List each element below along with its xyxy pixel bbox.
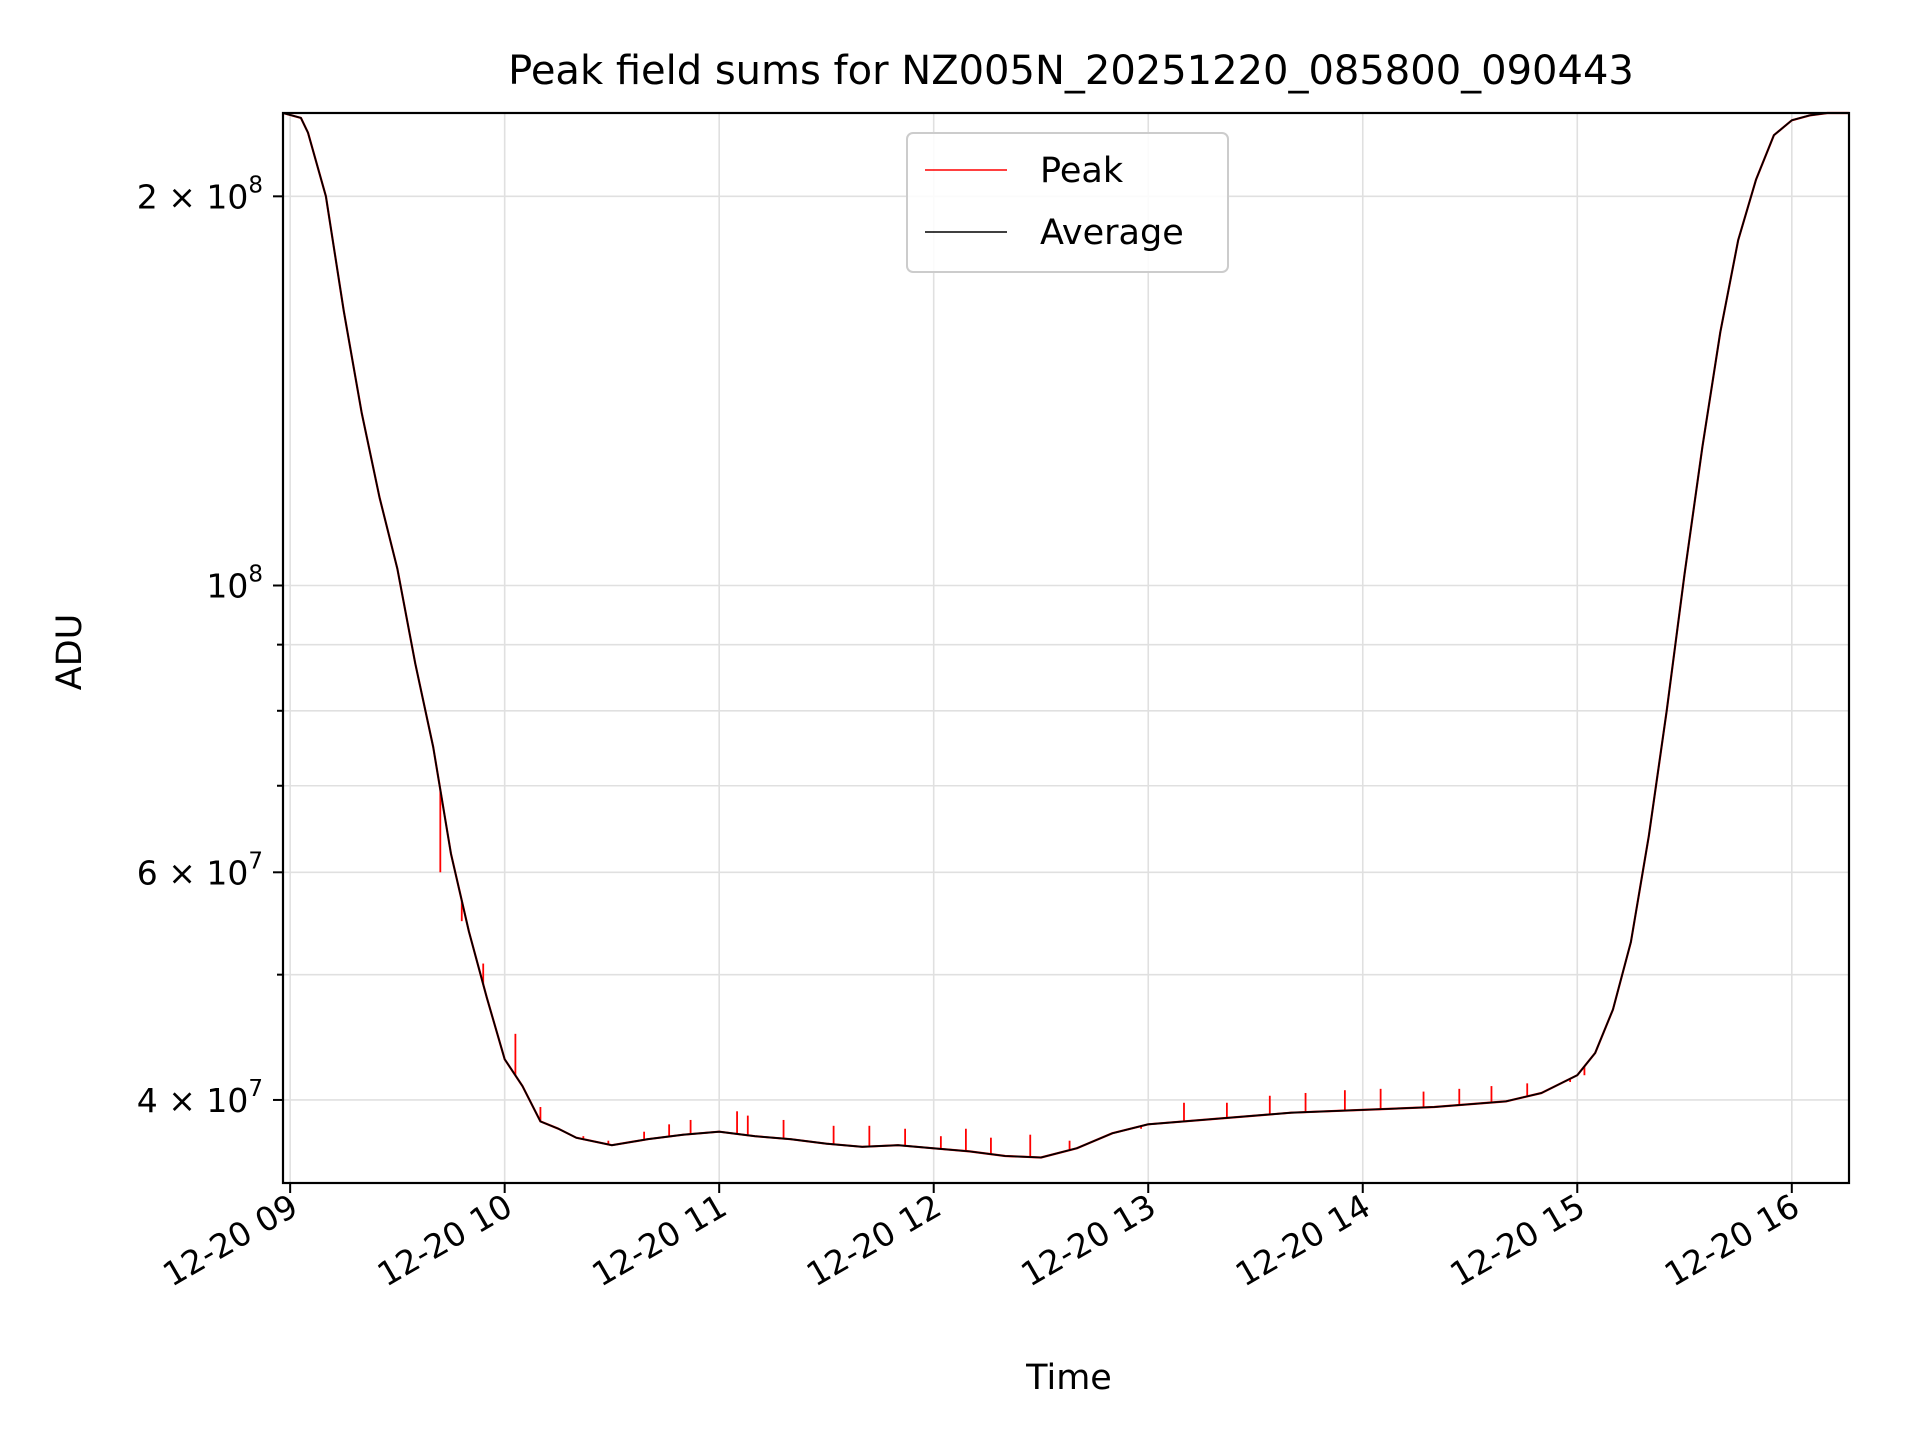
legend-label-peak: Peak: [1040, 151, 1124, 191]
y-tick-label: 2 × 108: [137, 172, 263, 216]
grid: [283, 113, 1849, 1183]
plot-series: [282, 111, 1849, 1159]
legend-label-average: Average: [1040, 213, 1184, 253]
legend: Peak Average: [906, 132, 1229, 273]
y-axis-label: ADU: [50, 614, 90, 691]
legend-box: [906, 132, 1229, 273]
chart-title: Peak field sums for NZ005N_20251220_0858…: [508, 48, 1634, 94]
x-axis-label: Time: [1025, 1358, 1112, 1398]
y-tick-label: 4 × 107: [137, 1076, 263, 1120]
y-tick-label: 6 × 107: [137, 848, 263, 892]
plot-frame: [281, 111, 1851, 1185]
series-line-average: [282, 112, 1849, 1159]
